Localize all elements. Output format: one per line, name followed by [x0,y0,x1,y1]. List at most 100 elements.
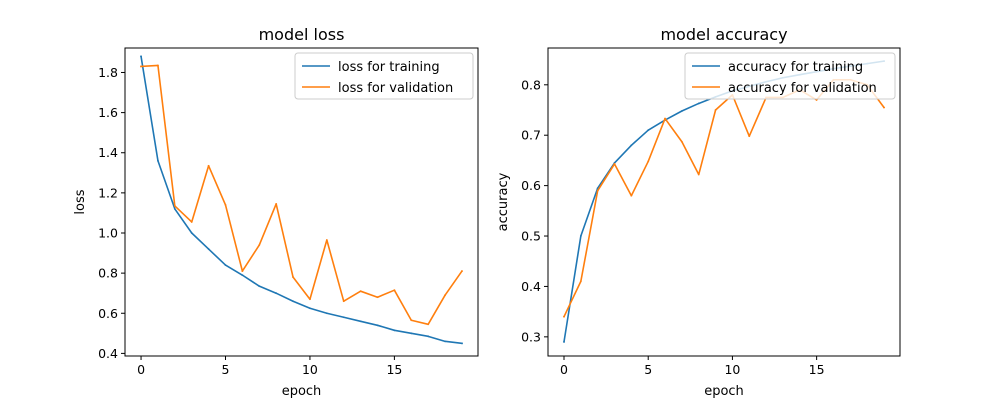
chart-1-ytick-label: 1.0 [98,226,118,241]
chart-1-series-1-point [241,274,244,277]
chart-1-frame [124,47,479,357]
chart-2-series-2-point [714,109,717,111]
chart-1-legend-label: loss for validation [338,81,453,96]
chart-1-series-1-point [173,208,176,210]
chart-1-series-2-point [461,270,463,273]
chart-1-series-1-point [140,55,142,58]
chart-1-series-2-point [258,244,261,246]
chart-1-legend-label: loss for training [338,60,440,75]
chart-1-xtick-label: 10 [302,362,318,377]
chart-2-legend-label: accuracy for training [728,60,863,75]
chart-2-series-2-point [748,135,751,138]
chart-1-series-1-point [427,335,430,338]
chart-2-ytick-label: 0.5 [521,229,541,244]
chart-2-legend-label: accuracy for validation [728,81,877,96]
chart-2-ylabel: accuracy [496,172,511,231]
chart-1-series-1-point [410,332,413,335]
chart-1-xtick-label: 15 [386,362,402,377]
chart-2-series-2-point [680,140,683,143]
chart-1-series-1-point [292,300,294,303]
chart-2-series-1-point [579,235,582,237]
chart-1-series-2-point [224,204,227,206]
chart-1-series-1-point [309,307,311,310]
chart-2-series-1-point [697,102,700,105]
chart-1: 0 5 10 15 0.4 0.6 0.8 1.0 1.2 1.4 1.6 1.8 model loss… [73,25,479,399]
chart-1-series-2-point [207,164,210,167]
chart-1-series-1-point [157,159,159,162]
chart-1-legend-box [294,52,474,100]
chart-2-ytick-label: 0.8 [521,77,541,92]
chart-1-legend: loss for training loss for validation [294,52,474,100]
chart-2-ytick-label: 0.7 [521,128,541,143]
chart-1-series-2-point [241,270,244,273]
chart-1-ytick-label: 1.6 [98,105,118,120]
chart-1-ytick-label: 1.8 [98,65,118,80]
chart-1-series-2-point [359,290,362,293]
chart-2-series-1-point [680,110,683,112]
chart-1-ytick-label: 1.2 [98,185,118,200]
chart-2-series-1-point [647,129,650,132]
chart-2-xtick-label: 10 [724,362,740,377]
chart-2-series-2-point [563,315,565,318]
chart-1-series-1-point [275,292,278,295]
chart-2-xtick-label: 5 [644,362,652,377]
chart-1-series-2-point [275,203,278,205]
chart-2-series-2-point [664,117,666,120]
chart-1-series-2-point [376,296,379,299]
chart-2-series-2-point [883,106,885,109]
chart-2-series-2-point [596,189,599,192]
chart-2-legend: accuracy for training accuracy for valida… [684,52,896,100]
chart-1-series-2-point [140,65,142,68]
chart-1-series-2-point [292,276,294,279]
chart-1-series-2-point [444,294,446,297]
chart-2-legend-box [684,52,896,100]
chart-1-series-2-point [393,289,396,292]
chart-1-series-1-line [140,55,463,345]
chart-1-series-2-point [309,298,311,301]
chart-1-ytick-label: 0.6 [98,306,118,321]
chart-1-xlabel: epoch [282,384,322,399]
chart-2-frame [547,47,901,357]
chart-1-series-1-point [376,324,379,327]
chart-2-ytick-label: 0.4 [521,279,541,294]
chart-2-ytick-label: 0.3 [521,329,541,344]
chart-1-series-1-point [461,342,463,345]
chart-2-series-2-point [647,160,650,163]
chart-1-series-2-point [190,221,193,223]
chart-1-series-1-point [444,340,446,343]
chart-1-series-2-point [157,64,159,67]
chart-1-series-1-point [393,329,396,332]
chart-1-series-2-point [342,300,345,303]
chart-1-series-1-point [359,320,362,323]
chart-2: 0 5 10 15 0.3 0.4 0.5 0.6 0.7 0.8 model accuracy ep… [496,25,901,399]
chart-1-series-1-point [258,285,261,288]
chart-1-ytick-label: 0.8 [98,266,118,281]
chart-1-series-2-line [140,64,464,326]
chart-2-series-2-point [579,280,582,283]
chart-2-series-2-line [562,78,886,318]
chart-1-ytick-label: 0.4 [98,346,118,361]
chart-2-title: model accuracy [660,25,787,44]
chart-1-xtick-label: 5 [222,362,230,377]
chart-1-series-1-point [207,248,210,250]
chart-1-series-2-point [427,323,430,326]
chart-2-series-2-point [630,194,633,197]
chart-1-series-1-point [325,312,328,315]
chart-2-series-2-point [697,173,700,176]
chart-1-series-2-point [410,319,413,322]
chart-2-ytick-label: 0.6 [521,178,541,193]
chart-2-series-2-point [613,163,616,165]
chart-2-xlabel: epoch [704,384,744,399]
chart-1-xtick-label: 0 [137,362,145,377]
chart-1-ytick-label: 1.4 [98,145,118,160]
chart-1-ylabel: loss [73,189,88,214]
chart-1-title: model loss [259,25,345,44]
chart-1-series-2-point [325,239,328,241]
chart-2-series-1-point [563,340,565,343]
chart-2-xtick-label: 15 [809,362,825,377]
chart-1-series-1-point [342,316,345,319]
chart-1-series-1-point [190,232,193,234]
chart-1-series-2-point [173,205,176,207]
chart-1-series-1-point [224,264,227,267]
chart-2-series-1-point [630,144,633,147]
